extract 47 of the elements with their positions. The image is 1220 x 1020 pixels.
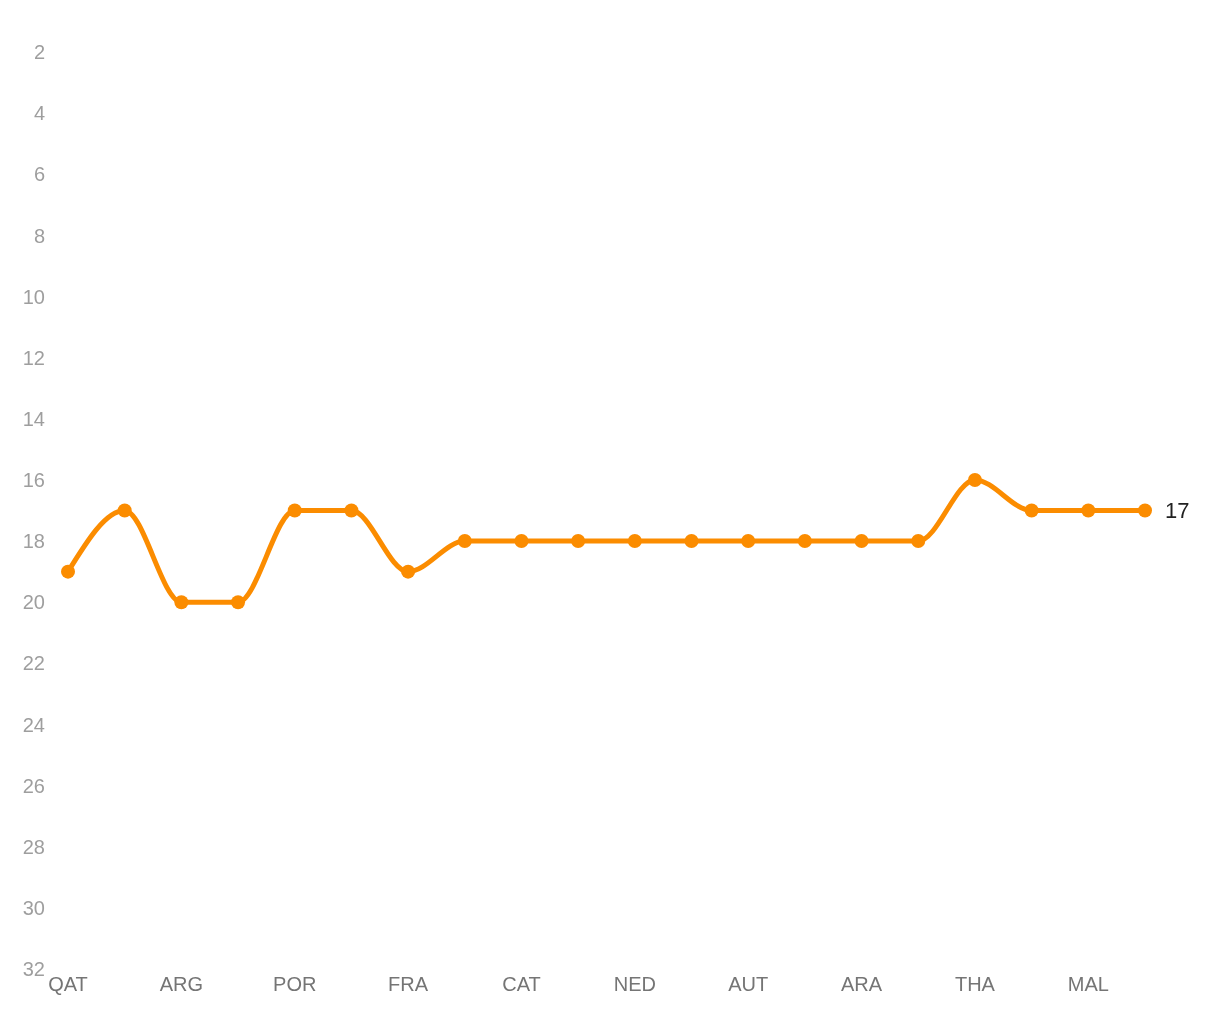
point bbox=[174, 595, 189, 610]
x-tick-label: CAT bbox=[502, 973, 541, 996]
x-tick-label: POR bbox=[273, 973, 317, 996]
y-tick-label: 8 bbox=[33, 224, 45, 247]
point bbox=[911, 534, 926, 549]
point bbox=[1081, 503, 1096, 518]
y-tick-label: 12 bbox=[22, 346, 45, 369]
y-tick-label: 16 bbox=[22, 469, 45, 492]
point bbox=[571, 534, 586, 549]
point bbox=[684, 534, 699, 549]
y-tick-label: 18 bbox=[22, 530, 45, 553]
x-tick-label: THA bbox=[954, 973, 996, 996]
y-tick-label: 4 bbox=[33, 102, 45, 125]
point bbox=[741, 534, 756, 549]
point bbox=[797, 534, 812, 549]
point bbox=[627, 534, 642, 549]
y-tick-label: 30 bbox=[22, 896, 45, 919]
point bbox=[401, 564, 416, 579]
point bbox=[1024, 503, 1039, 518]
point bbox=[61, 564, 75, 579]
y-tick-label: 28 bbox=[22, 835, 45, 858]
data-label: 17 bbox=[1165, 497, 1190, 523]
y-tick-label: 10 bbox=[22, 285, 45, 308]
point bbox=[287, 503, 302, 518]
x-tick-label: QAT bbox=[48, 973, 88, 996]
x-tick-label: ARG bbox=[159, 973, 204, 996]
point bbox=[457, 534, 472, 549]
x-tick-label: MAL bbox=[1067, 973, 1109, 996]
point bbox=[967, 472, 982, 487]
y-tick-label: 20 bbox=[22, 591, 45, 614]
x-tick-label: AUT bbox=[728, 973, 769, 996]
y-tick-label: 22 bbox=[22, 652, 45, 675]
y-tick-label: 26 bbox=[22, 774, 45, 797]
y-tick-label: 24 bbox=[22, 713, 45, 736]
y-tick-label: 6 bbox=[33, 163, 45, 186]
x-tick-label: FRA bbox=[388, 973, 429, 996]
x-tick-label: ARA bbox=[841, 973, 883, 996]
point bbox=[1138, 503, 1152, 518]
point bbox=[344, 503, 359, 518]
point bbox=[117, 503, 132, 518]
y-tick-label: 14 bbox=[22, 407, 45, 430]
point bbox=[854, 534, 869, 549]
point bbox=[514, 534, 529, 549]
y-tick-label: 32 bbox=[22, 958, 45, 981]
point bbox=[231, 595, 246, 610]
y-tick-label: 2 bbox=[33, 41, 45, 64]
x-tick-label: NED bbox=[613, 973, 656, 996]
